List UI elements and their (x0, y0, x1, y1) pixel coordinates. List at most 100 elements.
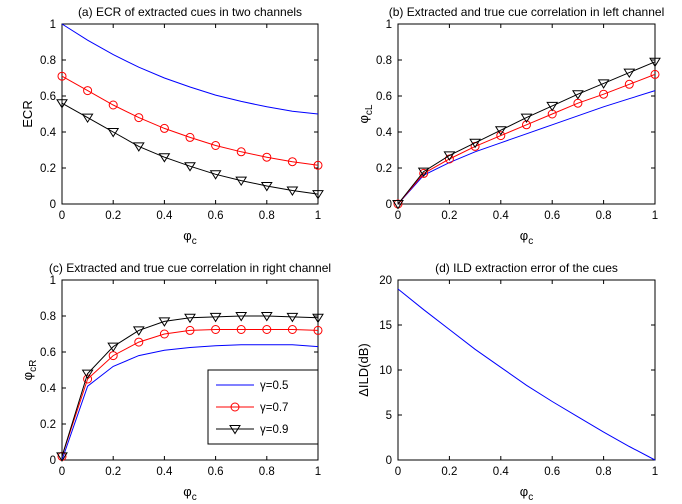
chart-panel-a: (a) ECR of extracted cues in two channel… (20, 5, 324, 247)
y-tick-label: 20 (379, 275, 392, 287)
y-tick-label: 0.4 (376, 127, 393, 139)
series-line (61, 315, 319, 457)
chart-panel-d: (d) ILD extraction error of the cues 0 0.2… (356, 261, 658, 503)
data-point-circle (236, 147, 246, 157)
x-tick-label: 0 (59, 466, 65, 478)
x-tick-label: 0.6 (544, 210, 560, 222)
data-point-triangle (597, 79, 610, 89)
legend-marker-circle (230, 402, 240, 412)
data-point-circle (650, 69, 660, 79)
data-point-triangle (107, 128, 120, 138)
data-point-triangle (158, 153, 171, 163)
y-tick-label: 0.4 (40, 127, 57, 139)
data-point-circle (159, 329, 169, 339)
series-0 (397, 90, 656, 205)
series-0 (61, 23, 319, 115)
data-point-triangle (443, 151, 456, 161)
x-tick-label: 1 (652, 466, 658, 478)
y-tick-label: 1 (50, 275, 56, 287)
series-line (61, 344, 319, 461)
series-line (397, 288, 656, 461)
data-point-circle (599, 89, 609, 99)
data-point-circle (496, 131, 506, 141)
chart-title: (b) Extracted and true cue correlation i… (389, 5, 664, 19)
x-tick-label: 1 (315, 466, 321, 478)
data-point-triangle (81, 369, 94, 380)
plot-area (61, 23, 319, 205)
series-2 (56, 99, 324, 200)
data-point-triangle (520, 113, 533, 124)
x-tick-label: 0.4 (156, 210, 173, 222)
data-point-circle (134, 113, 144, 123)
x-tick-label: 0.4 (156, 466, 173, 478)
y-tick-label: 10 (379, 365, 392, 377)
series-line (397, 73, 656, 205)
data-point-triangle (571, 90, 584, 100)
chart-title: (c) Extracted and true cue correlation i… (49, 261, 331, 275)
x-tick-label: 0 (395, 210, 401, 222)
data-point-triangle (623, 68, 636, 79)
data-point-triangle (417, 167, 430, 178)
chart-panel-b: (b) Extracted and true cue correlation i… (356, 5, 664, 247)
x-tick-label: 0.2 (105, 466, 121, 478)
x-tick-label: 0.6 (208, 466, 224, 478)
y-tick-label: 0.8 (376, 55, 392, 67)
chart-title: (a) ECR of extracted cues in two channel… (78, 5, 302, 19)
x-axis-label: φc (183, 228, 196, 247)
data-point-triangle (649, 57, 661, 68)
y-tick-label: 0 (386, 455, 392, 467)
x-axis-label: φc (520, 484, 533, 503)
series-line (397, 61, 656, 205)
data-point-circle (57, 71, 67, 81)
legend-entry: γ=0.7 (260, 402, 288, 414)
data-point-circle (313, 160, 323, 170)
data-point-circle (236, 325, 246, 334)
x-axis-label: φc (520, 228, 533, 247)
data-point-triangle (209, 312, 222, 323)
legend-entry: γ=0.5 (260, 380, 288, 392)
y-tick-label: 0.2 (40, 419, 56, 431)
data-point-circle (211, 141, 221, 150)
data-point-circle (419, 168, 429, 178)
data-point-triangle (392, 200, 404, 210)
data-point-triangle (158, 317, 171, 327)
legend-entry: γ=0.9 (260, 424, 288, 436)
series-line (397, 90, 656, 205)
data-point-triangle (235, 176, 248, 187)
data-point-triangle (469, 138, 482, 149)
y-tick-label: 1 (386, 19, 392, 31)
x-tick-label: 0.6 (208, 210, 224, 222)
data-point-circle (262, 152, 272, 162)
data-point-circle (262, 325, 272, 334)
y-tick-label: 0.2 (376, 163, 392, 175)
series-line (61, 329, 319, 457)
y-axis-label: ECR (20, 100, 35, 127)
series-line (61, 102, 319, 195)
x-tick-label: 0.2 (105, 210, 121, 222)
y-tick-label: 15 (379, 320, 392, 332)
y-tick-label: 0.6 (40, 347, 56, 359)
data-point-circle (159, 123, 169, 133)
data-point-triangle (312, 190, 324, 200)
series-2 (392, 57, 661, 210)
y-tick-label: 0.6 (40, 91, 56, 103)
series-0 (397, 288, 656, 461)
data-point-circle (108, 100, 118, 110)
series-1 (57, 71, 323, 170)
y-tick-label: 0.2 (40, 163, 56, 175)
y-tick-label: 0.8 (40, 311, 56, 323)
plot-area (397, 279, 656, 461)
data-point-circle (83, 86, 93, 96)
data-point-triangle (235, 312, 248, 322)
x-axis-label: φc (183, 484, 196, 503)
y-tick-label: 0 (50, 199, 56, 211)
data-point-circle (624, 79, 634, 89)
y-tick-label: 0.6 (376, 91, 392, 103)
data-point-triangle (184, 162, 196, 172)
legend: γ=0.5 γ=0.7 γ=0.9 (207, 369, 319, 445)
y-tick-label: 0.8 (40, 55, 56, 67)
x-tick-label: 0.2 (441, 210, 457, 222)
series-line (61, 23, 319, 115)
x-tick-label: 0.2 (441, 466, 457, 478)
